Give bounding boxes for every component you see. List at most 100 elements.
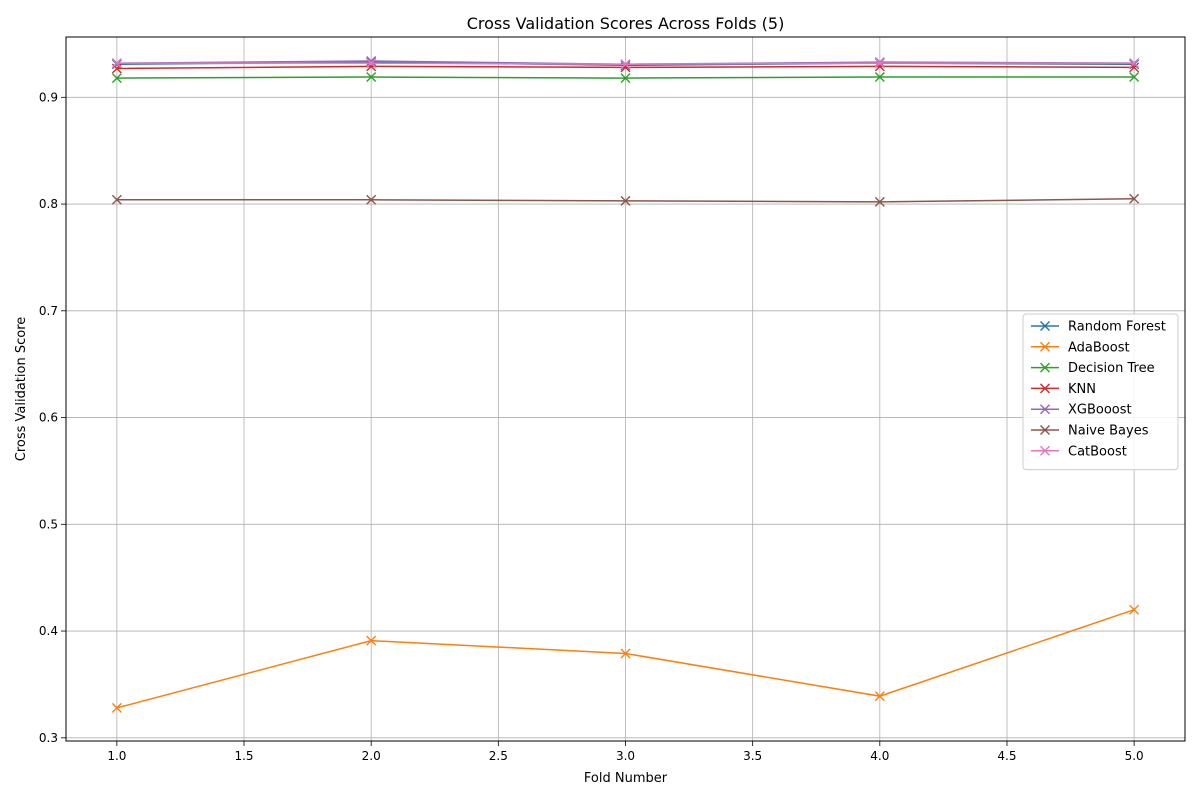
data-point-decision-tree (1129, 72, 1140, 83)
x-tick-label: 2.5 (489, 749, 508, 763)
legend-item-knn: KNN (1031, 382, 1096, 397)
legend-label: KNN (1068, 382, 1096, 397)
legend-label: XGBooost (1068, 403, 1132, 418)
data-point-decision-tree (111, 73, 122, 84)
data-point-naive-bayes (366, 194, 377, 205)
y-tick-label: 0.5 (39, 517, 58, 531)
legend-label: Random Forest (1068, 320, 1166, 335)
axis-ticks: 1.0 1.5 2.0 2.5 3.0 3.5 4.0 4.5 5.0 0.3 0.4 0.5 0.6 0… (39, 90, 1144, 763)
data-point-decision-tree (620, 73, 631, 84)
data-point-naive-bayes (620, 195, 631, 206)
data-point-adaboost (874, 691, 885, 702)
marker-stroke (111, 73, 122, 84)
data-point-decision-tree (366, 72, 377, 83)
marker-stroke (874, 72, 885, 83)
data-point-random-forest (620, 60, 631, 71)
marker-stroke (111, 702, 122, 713)
data-point-xgbooost (874, 57, 885, 68)
y-tick-label: 0.3 (39, 731, 58, 745)
x-tick-label: 4.5 (997, 749, 1016, 763)
data-point-adaboost (111, 702, 122, 713)
marker-stroke (111, 194, 122, 205)
legend-swatch-marker (1040, 362, 1050, 373)
data-point-knn (1129, 62, 1140, 73)
legend-label: Decision Tree (1068, 361, 1155, 376)
marker-stroke (111, 58, 122, 69)
marker-stroke (366, 194, 377, 205)
marker-stroke (1040, 445, 1050, 456)
legend-label: Naive Bayes (1068, 424, 1149, 439)
marker-stroke (1129, 604, 1140, 615)
marker-stroke (1129, 193, 1140, 204)
marker-stroke (1040, 362, 1050, 373)
legend-item-adaboost: AdaBoost (1031, 340, 1130, 355)
y-tick-label: 0.8 (39, 197, 58, 211)
marker-stroke (620, 59, 631, 70)
data-point-catboost (111, 58, 122, 69)
legend-label: CatBoost (1068, 444, 1127, 459)
x-tick-label: 2.0 (362, 749, 381, 763)
marker-stroke (1129, 72, 1140, 83)
legend-swatch-marker (1040, 445, 1050, 456)
marker-stroke (874, 58, 885, 69)
legend-swatch-marker (1040, 425, 1050, 435)
legend-item-naive-bayes: Naive Bayes (1031, 424, 1149, 439)
legend-swatch-marker (1040, 341, 1050, 352)
x-tick-label: 1.5 (234, 749, 253, 763)
marker-stroke (366, 58, 377, 69)
marker-stroke (366, 57, 377, 68)
legend-swatch-marker (1040, 383, 1050, 394)
data-point-adaboost (366, 635, 377, 646)
legend-item-decision-tree: Decision Tree (1031, 361, 1155, 376)
marker-stroke (874, 196, 885, 207)
data-point-xgbooost (366, 56, 377, 67)
x-tick-label: 3.0 (616, 749, 635, 763)
marker-stroke (620, 195, 631, 206)
marker-stroke (620, 73, 631, 84)
legend-swatch-marker (1040, 404, 1050, 415)
x-tick-label: 5.0 (1125, 749, 1144, 763)
data-point-naive-bayes (874, 196, 885, 207)
y-tick-label: 0.4 (39, 624, 58, 638)
data-point-random-forest (366, 57, 377, 68)
y-tick-label: 0.7 (39, 304, 58, 318)
marker-stroke (1129, 62, 1140, 73)
x-tick-label: 3.5 (743, 749, 762, 763)
y-tick-label: 0.9 (39, 90, 58, 104)
data-point-naive-bayes (1129, 193, 1140, 204)
data-point-random-forest (111, 59, 122, 70)
data-point-catboost (874, 58, 885, 69)
data-point-decision-tree (874, 72, 885, 83)
marker-stroke (620, 60, 631, 71)
marker-stroke (1040, 425, 1050, 435)
marker-stroke (366, 56, 377, 67)
data-point-catboost (366, 58, 377, 69)
series-decision-tree (111, 72, 1140, 84)
series-catboost (111, 58, 1140, 70)
x-tick-label: 1.0 (107, 749, 126, 763)
marker-stroke (1129, 58, 1140, 69)
legend-item-catboost: CatBoost (1031, 444, 1127, 459)
marker-stroke (1040, 341, 1050, 352)
grid (66, 37, 1185, 741)
data-point-catboost (1129, 58, 1140, 69)
x-tick-label: 4.0 (870, 749, 889, 763)
marker-stroke (874, 691, 885, 702)
y-tick-label: 0.6 (39, 411, 58, 425)
marker-stroke (1040, 383, 1050, 394)
marker-stroke (111, 59, 122, 70)
chart-title: Cross Validation Scores Across Folds (5) (467, 14, 785, 33)
marker-stroke (1040, 321, 1050, 331)
legend: Random Forest AdaBoost Decision Tree KNN XGB… (1022, 313, 1179, 471)
series-naive-bayes (111, 193, 1140, 207)
data-point-adaboost (620, 648, 631, 659)
marker-stroke (874, 57, 885, 68)
legend-item-random-forest: Random Forest (1031, 320, 1166, 335)
marker-stroke (366, 635, 377, 646)
marker-stroke (366, 72, 377, 83)
legend-label: AdaBoost (1068, 340, 1130, 355)
legend-box (1022, 313, 1179, 471)
